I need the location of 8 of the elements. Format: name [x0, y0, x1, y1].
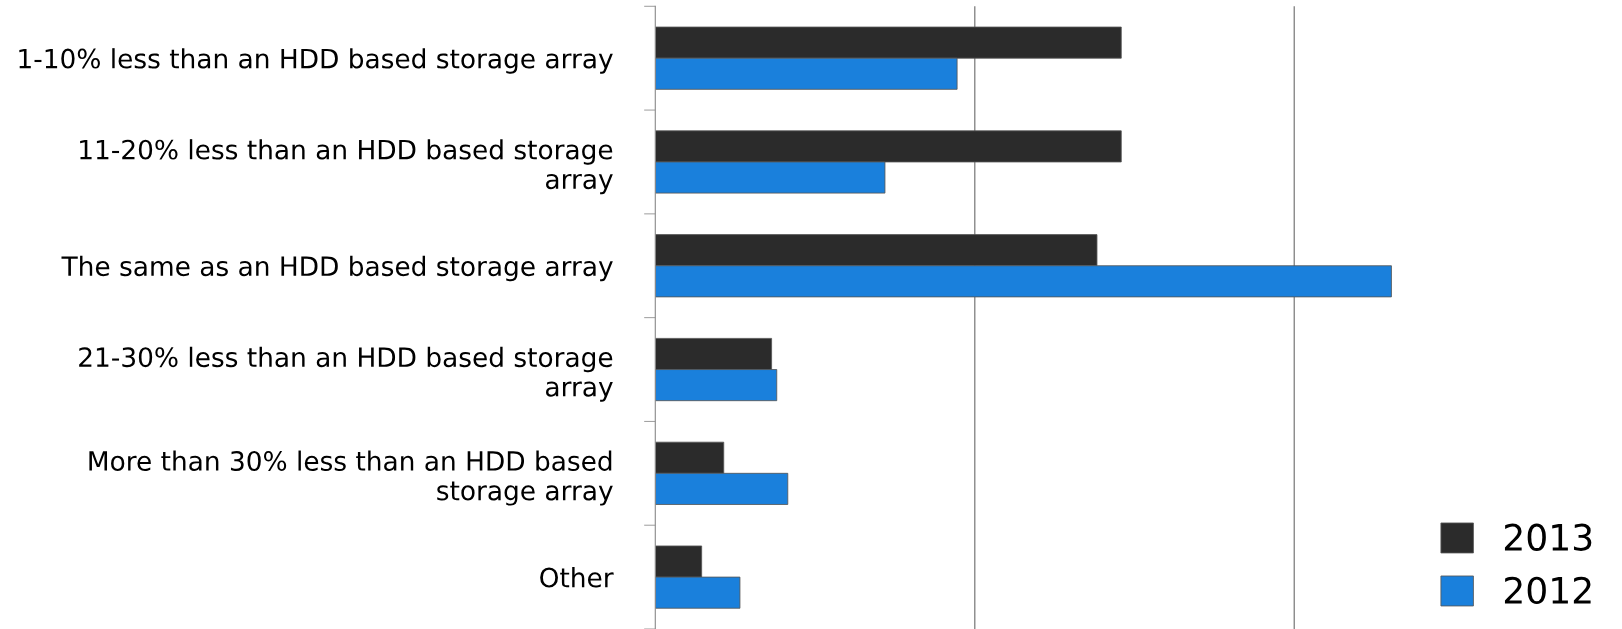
legend-label: 2012 — [1504, 576, 1591, 604]
y-tick-label: Other — [540, 567, 614, 588]
y-tick-label: 1-10% less than an HDD based storage array — [19, 48, 613, 74]
y-tick-label: 21-30% less than an HDD based storage array — [79, 346, 613, 402]
legend-label: 2013 — [1504, 523, 1592, 551]
y-tick-label: The same as an HDD based storage array — [61, 255, 613, 282]
y-tick-label: More than 30% less than an HDD based storage array — [89, 450, 613, 506]
y-tick-label: 11-20% less than an HDD based storage array — [80, 139, 613, 195]
